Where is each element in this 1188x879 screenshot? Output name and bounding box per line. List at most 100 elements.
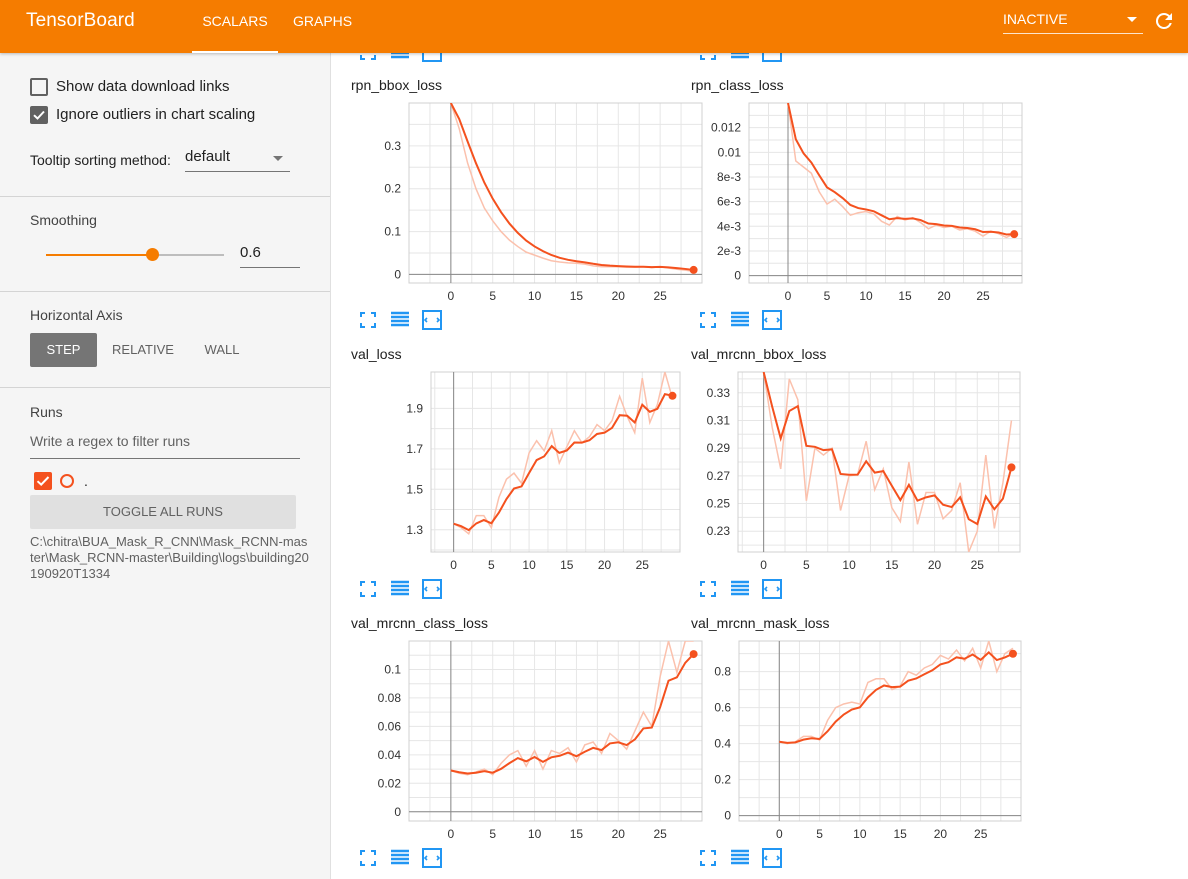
chart-svg[interactable]: 0 5 10 15 20 25 0.23 0.25 0.27 0.29 0.31 0.33 — [691, 370, 1031, 595]
tooltip-sorting-select[interactable]: default — [185, 148, 290, 172]
axis-relative-button[interactable]: RELATIVE — [112, 342, 174, 357]
data-table-icon[interactable] — [729, 578, 751, 600]
y-tick-label: 0.01 — [718, 145, 742, 159]
fullscreen-icon[interactable] — [697, 847, 719, 869]
fit-domain-icon[interactable] — [761, 309, 783, 331]
fullscreen-icon[interactable] — [357, 53, 379, 63]
x-tick-label: 5 — [489, 827, 496, 841]
smoothing-slider-knob[interactable] — [146, 248, 160, 261]
fit-domain-icon[interactable] — [421, 847, 443, 869]
ignore-outliers-checkbox[interactable] — [30, 106, 48, 124]
x-tick-label: 5 — [824, 289, 831, 303]
fit-domain-icon[interactable] — [421, 578, 443, 600]
x-tick-label: 25 — [971, 558, 985, 572]
fit-domain-icon[interactable] — [421, 309, 443, 331]
x-tick-label: 15 — [893, 827, 907, 841]
chart-svg[interactable]: 0 5 10 15 20 25 0 0.2 0.4 0.6 0.8 — [691, 639, 1031, 864]
runs-label: Runs — [30, 404, 63, 420]
smoothing-input[interactable]: 0.6 — [240, 244, 300, 268]
y-tick-label: 1.3 — [406, 523, 423, 537]
fit-domain-icon[interactable] — [421, 53, 443, 63]
y-tick-label: 0.1 — [384, 662, 401, 676]
y-tick-label: 0.02 — [378, 776, 402, 790]
smoothed-series-line — [787, 103, 1015, 236]
show-download-links-checkbox[interactable] — [30, 78, 48, 96]
fullscreen-icon[interactable] — [357, 309, 379, 331]
reload-icon[interactable] — [1152, 9, 1176, 33]
series-endpoint-dot — [1007, 463, 1016, 472]
smoothed-series-line — [449, 103, 694, 271]
y-tick-label: 1.9 — [406, 401, 423, 415]
plot-frame — [408, 640, 703, 822]
scalar-card-rpn-bbox-loss: rpn_bbox_loss 0 5 10 15 20 25 0 0.1 0.2 0.3 — [351, 77, 703, 337]
app-title: TensorBoard — [26, 10, 135, 31]
toggle-all-runs-button[interactable]: TOGGLE ALL RUNS — [30, 495, 296, 529]
x-tick-label: 5 — [488, 558, 495, 572]
fit-domain-icon[interactable] — [761, 53, 783, 63]
data-table-icon[interactable] — [729, 53, 751, 63]
x-tick-label: 0 — [448, 289, 455, 303]
fullscreen-icon[interactable] — [697, 309, 719, 331]
tab-graphs[interactable]: GRAPHS — [293, 13, 353, 29]
y-tick-label: 0.2 — [384, 182, 401, 196]
raw-series-line — [787, 103, 1015, 239]
y-tick-label: 0.27 — [707, 469, 731, 483]
axis-wall-button[interactable]: WALL — [204, 342, 240, 357]
fullscreen-icon[interactable] — [697, 578, 719, 600]
data-table-icon[interactable] — [729, 847, 751, 869]
run-color-swatch[interactable] — [60, 474, 74, 488]
fullscreen-icon[interactable] — [697, 53, 719, 63]
data-table-icon[interactable] — [389, 578, 411, 600]
chart-svg[interactable]: 0 5 10 15 20 25 0 0.02 0.04 0.06 0.08 0.1 — [351, 639, 703, 864]
chart-title: val_mrcnn_mask_loss — [691, 615, 830, 631]
fullscreen-icon[interactable] — [357, 578, 379, 600]
y-tick-label: 0.08 — [378, 691, 402, 705]
x-tick-label: 20 — [598, 558, 612, 572]
x-tick-label: 20 — [612, 827, 626, 841]
plot-frame — [408, 102, 703, 284]
data-table-icon[interactable] — [389, 309, 411, 331]
smoothing-label: Smoothing — [30, 212, 97, 228]
chart-title: rpn_class_loss — [691, 77, 784, 93]
fit-domain-icon[interactable] — [761, 847, 783, 869]
runs-filter-placeholder: Write a regex to filter runs — [30, 433, 191, 449]
run-name: . — [84, 473, 88, 489]
fullscreen-icon[interactable] — [357, 847, 379, 869]
x-tick-label: 0 — [785, 289, 792, 303]
sidebar: Show data download links Ignore outliers… — [0, 53, 331, 879]
chevron-down-icon — [1127, 17, 1137, 22]
data-table-icon[interactable] — [729, 309, 751, 331]
y-tick-label: 0.8 — [714, 665, 731, 679]
charts-area: rpn_bbox_loss 0 5 10 15 20 25 0 0.1 0.2 0.3 rpn_cla… — [331, 53, 1188, 879]
y-tick-label: 2e-3 — [717, 244, 741, 258]
y-tick-label: 0 — [734, 269, 741, 283]
series-group — [762, 372, 1013, 552]
y-tick-label: 0.25 — [707, 497, 731, 511]
tooltip-sorting-value: default — [185, 148, 231, 165]
tab-scalars[interactable]: SCALARS — [192, 0, 278, 53]
run-checkbox[interactable] — [34, 472, 52, 490]
x-tick-label: 15 — [885, 558, 899, 572]
data-table-icon[interactable] — [389, 53, 411, 63]
inactive-dashboards-select[interactable]: INACTIVE — [1003, 11, 1143, 34]
fit-domain-icon[interactable] — [761, 578, 783, 600]
smoothed-series-line — [779, 650, 1014, 744]
chart-svg[interactable]: 0 5 10 15 20 25 0 0.1 0.2 0.3 — [351, 101, 703, 326]
x-tick-label: 15 — [570, 289, 584, 303]
x-tick-label: 15 — [570, 827, 584, 841]
inactive-select-value: INACTIVE — [1003, 11, 1068, 27]
x-tick-label: 20 — [612, 289, 626, 303]
plot-frame — [430, 371, 681, 553]
y-tick-label: 0.6 — [714, 701, 731, 715]
y-tick-label: 0.1 — [384, 225, 401, 239]
chevron-down-icon — [273, 156, 283, 161]
chart-svg[interactable]: 0 5 10 15 20 25 0 2e-3 4e-3 6e-3 8e-3 0.01 0.012 — [691, 101, 1031, 326]
y-tick-label: 0 — [724, 809, 731, 823]
x-tick-label: 10 — [528, 289, 542, 303]
y-tick-label: 1.7 — [406, 442, 423, 456]
chart-svg[interactable]: 0 5 10 15 20 25 1.3 1.5 1.7 1.9 — [351, 370, 691, 595]
axis-step-button[interactable]: STEP — [30, 333, 97, 367]
x-tick-label: 5 — [816, 827, 823, 841]
data-table-icon[interactable] — [389, 847, 411, 869]
runs-filter-input[interactable]: Write a regex to filter runs — [30, 433, 300, 459]
